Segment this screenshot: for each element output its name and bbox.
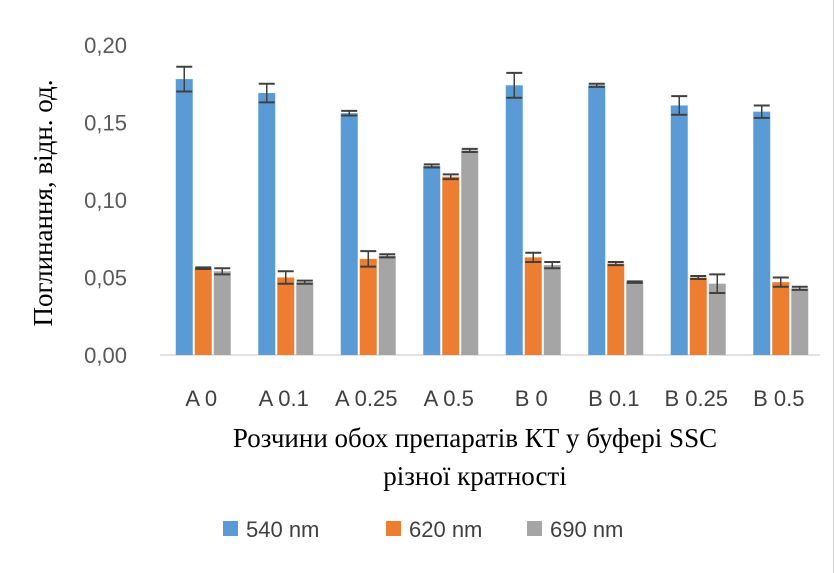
bar bbox=[524, 257, 542, 355]
y-tick-label: 0,15 bbox=[84, 111, 127, 136]
bar bbox=[423, 165, 441, 355]
bar bbox=[689, 277, 707, 355]
bar bbox=[505, 85, 523, 356]
bar bbox=[442, 176, 460, 355]
legend-swatch bbox=[527, 521, 542, 536]
legend-label: 620 nm bbox=[409, 517, 482, 542]
bar bbox=[296, 282, 314, 355]
bar bbox=[588, 85, 606, 356]
category-label: A 0 bbox=[185, 386, 217, 411]
bar bbox=[791, 288, 809, 355]
bars bbox=[175, 79, 809, 356]
bar bbox=[175, 79, 193, 355]
category-label: B 0.25 bbox=[664, 386, 728, 411]
bar bbox=[194, 268, 212, 355]
bar bbox=[753, 111, 771, 356]
bar bbox=[543, 265, 561, 355]
bar bbox=[708, 283, 726, 355]
category-label: B 0 bbox=[515, 386, 548, 411]
y-tick-label: 0,10 bbox=[84, 188, 127, 213]
legend-swatch bbox=[223, 521, 238, 536]
bar bbox=[607, 263, 625, 355]
bar bbox=[772, 282, 790, 355]
bar bbox=[670, 105, 688, 355]
category-labels: A 0 A 0.1 A 0.25 A 0.5 B 0 B 0.1 B 0.25 B 0.5 bbox=[185, 386, 804, 411]
bar bbox=[277, 277, 295, 355]
bar bbox=[378, 255, 396, 355]
legend: 540 nm 620 nm 690 nm bbox=[223, 517, 623, 542]
legend-label: 690 nm bbox=[550, 517, 623, 542]
bar bbox=[340, 113, 358, 355]
bar bbox=[359, 258, 377, 355]
bar bbox=[258, 93, 276, 356]
legend-label: 540 nm bbox=[246, 517, 319, 542]
y-tick-label: 0,00 bbox=[84, 343, 127, 368]
bar bbox=[213, 271, 231, 355]
y-tick-label: 0,05 bbox=[84, 266, 127, 291]
x-axis-title-line-2: різної кратності bbox=[383, 461, 566, 491]
category-label: A 0.25 bbox=[335, 386, 397, 411]
legend-swatch bbox=[386, 521, 401, 536]
error-bars bbox=[176, 65, 808, 294]
category-label: B 0.5 bbox=[753, 386, 804, 411]
x-axis-title-line-1: Розчини обох препаратів КТ у буфері SSC bbox=[233, 423, 717, 453]
category-label: A 0.5 bbox=[424, 386, 474, 411]
category-label: A 0.1 bbox=[259, 386, 309, 411]
bar bbox=[626, 282, 644, 355]
y-tick-labels: 0,00 0,05 0,10 0,15 0,20 bbox=[84, 33, 127, 368]
bar bbox=[461, 150, 479, 355]
category-label: B 0.1 bbox=[588, 386, 639, 411]
y-tick-label: 0,20 bbox=[84, 33, 127, 58]
y-axis-title: Поглинання, відн. од. bbox=[28, 79, 58, 326]
